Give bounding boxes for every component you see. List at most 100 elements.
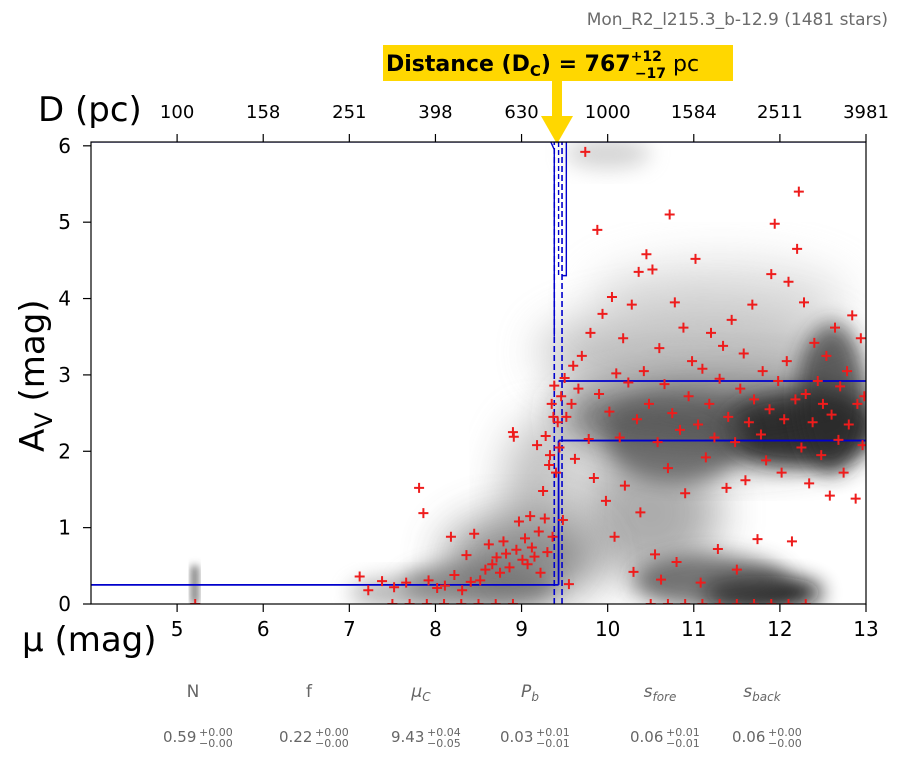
star-marker <box>650 549 661 560</box>
parameter-name-sub: b <box>531 690 539 704</box>
top-tick-label: 251 <box>332 102 366 123</box>
star-marker <box>563 579 574 590</box>
parameter-name-main: P <box>521 682 532 702</box>
star-marker <box>731 564 742 575</box>
star-marker <box>508 431 519 442</box>
parameter-plus: +0.04 <box>427 726 461 739</box>
star-marker <box>439 580 450 591</box>
star-marker <box>761 455 772 466</box>
star-marker <box>809 337 820 348</box>
top-tick-label: 398 <box>418 102 452 123</box>
y-tick-label: 1 <box>58 516 71 540</box>
chart-title: Mon_R2_l215.3_b-12.9 (1481 stars) <box>587 10 888 30</box>
star-marker <box>638 366 649 377</box>
star-marker <box>525 511 536 522</box>
y-tick-label: 5 <box>58 210 71 234</box>
parameter-minus: −0.00 <box>768 737 802 750</box>
star-marker <box>859 391 866 402</box>
x-tick-label: 13 <box>853 617 878 641</box>
star-marker <box>830 322 840 333</box>
parameter-minus: −0.01 <box>666 737 700 750</box>
star-marker <box>421 599 432 604</box>
parameter-value: 0.03 <box>500 728 533 746</box>
star-marker <box>714 599 725 604</box>
star-marker <box>631 414 642 425</box>
star-marker <box>576 350 587 361</box>
star-marker <box>554 442 565 453</box>
density-blob <box>633 554 789 604</box>
star-marker <box>779 414 790 425</box>
y-tick-label: 6 <box>58 134 71 158</box>
star-marker <box>735 383 746 394</box>
star-marker <box>693 419 704 430</box>
star-marker <box>487 559 498 570</box>
parameter-value: 0.22 <box>279 728 312 746</box>
parameter-name-sub: fore <box>652 690 676 704</box>
star-marker <box>501 548 512 559</box>
star-marker <box>656 574 667 585</box>
star-marker <box>604 406 615 417</box>
star-marker <box>618 333 629 344</box>
star-marker <box>469 528 480 539</box>
star-marker <box>401 577 412 588</box>
star-marker <box>475 575 486 586</box>
star-marker <box>721 482 732 493</box>
parameter-name-main: N <box>187 682 200 702</box>
star-marker <box>619 480 630 491</box>
star-marker <box>743 417 754 428</box>
star-marker <box>556 391 567 402</box>
top-tick-label: 630 <box>504 102 538 123</box>
parameter-name: N <box>187 682 200 702</box>
star-marker <box>495 567 506 578</box>
star-marker <box>354 571 365 582</box>
star-marker <box>546 398 557 409</box>
star-marker <box>491 552 502 563</box>
parameter-name-main: s <box>644 682 653 702</box>
star-marker <box>432 582 443 593</box>
y-axis-title-main: A <box>13 429 53 452</box>
star-marker <box>659 379 670 390</box>
star-marker <box>583 434 594 445</box>
star-marker <box>664 209 675 220</box>
star-marker <box>520 533 530 544</box>
star-marker <box>600 495 611 506</box>
parameter-minus: −0.00 <box>315 737 349 750</box>
star-marker <box>457 585 468 596</box>
star-marker <box>597 308 608 319</box>
star-marker <box>552 417 563 428</box>
star-marker <box>833 434 844 445</box>
star-marker <box>548 411 559 422</box>
x-tick-label: 11 <box>681 617 706 641</box>
star-marker <box>580 146 591 157</box>
star-marker <box>683 391 694 402</box>
x-tick-label: 12 <box>767 617 792 641</box>
star-marker <box>807 417 818 428</box>
star-marker <box>662 463 673 474</box>
star-marker <box>538 485 549 496</box>
star-marker <box>588 473 599 483</box>
star-marker <box>456 599 467 604</box>
x-tick-label: 6 <box>257 617 270 641</box>
star-marker <box>695 577 706 588</box>
star-marker <box>680 599 691 604</box>
bottom-axis-title-text: μ (mag) <box>22 620 157 660</box>
star-marker <box>821 350 832 361</box>
y-tick-label: 2 <box>58 439 71 463</box>
star-marker <box>644 398 654 409</box>
density-blob <box>797 321 866 475</box>
parameter-minus: −0.05 <box>427 737 461 750</box>
star-marker <box>645 599 656 604</box>
top-tick-label: 100 <box>160 102 194 123</box>
top-tick-label: 2511 <box>757 102 803 123</box>
star-marker <box>626 299 637 310</box>
star-marker <box>654 343 665 354</box>
parameter-value: 0.06 <box>630 728 663 746</box>
density-blob <box>349 577 453 604</box>
distance-arrow-head <box>541 116 573 144</box>
star-marker <box>847 310 858 321</box>
star-marker <box>766 269 777 280</box>
star-marker <box>561 411 572 422</box>
top-tick-label: 1000 <box>585 102 631 123</box>
parameter-value: 0.59 <box>163 728 196 746</box>
parameter-name-main: f <box>306 682 313 702</box>
